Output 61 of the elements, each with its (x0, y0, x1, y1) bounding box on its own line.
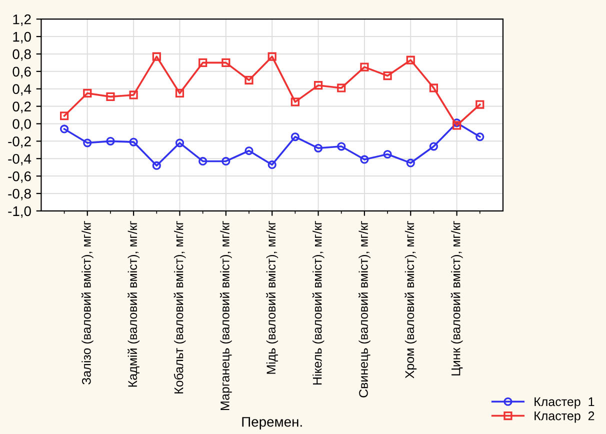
point (198, 156, 208, 166)
x-tick-label: Свинець (валовий вміст), мг/кг (358, 221, 370, 398)
point (129, 138, 138, 146)
point (360, 62, 369, 72)
point (360, 155, 369, 164)
point (429, 84, 438, 92)
point (244, 76, 254, 84)
y-tick-label: -0,4 (8, 154, 32, 166)
y-tick-label: 0,6 (12, 66, 31, 78)
point (152, 52, 161, 61)
point (406, 56, 415, 64)
point (337, 142, 346, 151)
x-tick-label: Мідь (валовий вміст), мг/кг (266, 221, 278, 374)
legend-label: Кластер 1 (534, 397, 594, 409)
point (222, 156, 230, 166)
point (129, 90, 138, 100)
x-tick-label: Нікель (валовий вміст), мг/кг (312, 221, 324, 385)
point (290, 132, 300, 142)
y-tick-label: 1,0 (13, 32, 31, 44)
x-tick-label: Цинк (валовий вміст), мг/кг (450, 221, 463, 376)
x-tick-label: Кобальт (валовий вміст), мг/кг (174, 221, 186, 394)
point (406, 158, 415, 168)
point (175, 88, 184, 98)
point (106, 92, 115, 102)
x-tick-label: Залізо (валовий вміст), мг/кг (81, 221, 94, 385)
y-tick-label: 1,2 (13, 14, 31, 26)
point (244, 146, 254, 156)
point (290, 98, 300, 106)
point (429, 142, 438, 151)
point (106, 136, 115, 146)
x-tick-label: Марганець (валовий вміст), мг/кг (220, 221, 232, 410)
point (152, 161, 161, 170)
legend-label: Кластер 2 (534, 411, 594, 423)
point (268, 52, 276, 61)
point (337, 84, 346, 92)
y-tick-label: 0,4 (12, 84, 32, 96)
y-tick-label: 0,0 (12, 119, 31, 131)
x-axis-title: Перемен. (242, 417, 302, 430)
x-tick-label: Хром (валовий вміст), мг/кг (404, 221, 417, 378)
point (452, 121, 462, 130)
point (83, 88, 92, 98)
y-tick-label: 0,2 (12, 102, 31, 114)
y-tick-label: -0,6 (8, 171, 31, 183)
point (383, 71, 392, 80)
point (198, 58, 208, 67)
y-tick-label: 0,8 (12, 49, 31, 61)
point (476, 132, 484, 142)
point (314, 81, 323, 90)
point (476, 100, 484, 109)
y-tick-label: -0,2 (8, 136, 31, 148)
point (83, 138, 92, 148)
y-tick-label: -1,0 (8, 206, 31, 218)
point (314, 144, 323, 152)
point (175, 138, 184, 148)
point (222, 58, 230, 67)
y-tick-label: -0,8 (8, 188, 31, 200)
x-tick-label: Кадмій (валовий вміст), мг/кг (128, 221, 140, 387)
point (60, 112, 69, 120)
point (383, 150, 392, 159)
point (60, 124, 69, 134)
point (268, 160, 276, 170)
